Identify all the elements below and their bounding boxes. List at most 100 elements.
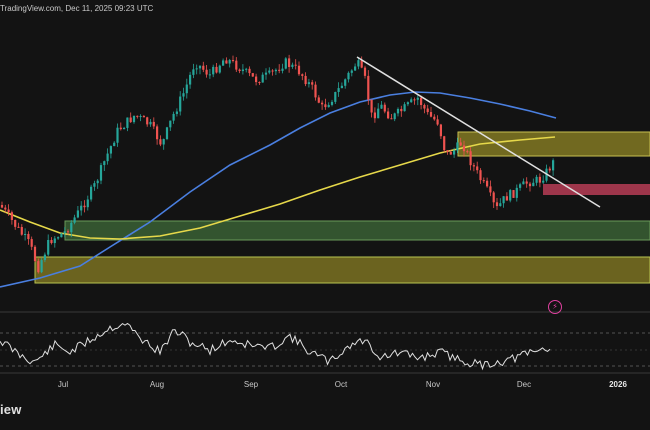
- candle-body: [489, 186, 492, 193]
- tradingview-logo: iew: [0, 402, 22, 417]
- x-axis-label-jul: Jul: [57, 380, 69, 389]
- candle-body: [60, 233, 63, 238]
- candle-body: [195, 68, 198, 70]
- candlestick-series: [0, 54, 555, 274]
- candle-body: [499, 203, 502, 207]
- candle-body: [446, 150, 449, 153]
- candle-body: [334, 91, 337, 102]
- candle-body: [476, 166, 479, 171]
- candle-body: [453, 150, 456, 155]
- candle-body: [99, 165, 103, 181]
- candle-body: [482, 180, 485, 182]
- candle-body: [129, 117, 132, 123]
- candle-body: [142, 116, 145, 118]
- candle-body: [552, 160, 555, 171]
- candle-body: [66, 231, 70, 233]
- candle-body: [479, 170, 482, 181]
- candle-body: [311, 82, 314, 85]
- candle-body: [70, 222, 73, 233]
- candle-body: [225, 60, 228, 64]
- candle-body: [406, 102, 409, 105]
- candle-body: [327, 104, 330, 108]
- candle-body: [4, 207, 7, 210]
- candle-body: [456, 142, 459, 151]
- candle-body: [136, 115, 139, 117]
- candle-body: [175, 111, 178, 114]
- candle-body: [212, 66, 215, 75]
- candle-body: [350, 70, 353, 73]
- candle-body: [80, 205, 83, 211]
- candle-body: [271, 70, 274, 72]
- candle-body: [387, 111, 390, 119]
- candle-body: [37, 261, 40, 273]
- candle-body: [373, 112, 376, 119]
- candle-body: [396, 108, 400, 114]
- candle-body: [505, 196, 508, 201]
- candle-body: [459, 142, 462, 146]
- candle-body: [159, 139, 162, 145]
- candle-body: [208, 74, 211, 76]
- candle-body: [426, 108, 429, 113]
- candle-body: [466, 151, 469, 153]
- candle-body: [314, 84, 317, 98]
- candle-body: [495, 202, 499, 207]
- candle-body: [17, 226, 20, 228]
- candle-body: [126, 117, 129, 128]
- candle-body: [245, 68, 248, 70]
- x-axis-label-nov: Nov: [425, 380, 441, 389]
- candle-body: [449, 152, 452, 155]
- candle-body: [492, 192, 495, 203]
- candle-body: [502, 196, 505, 204]
- candle-body: [205, 69, 208, 75]
- candle-body: [228, 60, 231, 64]
- candle-body: [542, 180, 545, 183]
- candle-body: [377, 108, 380, 119]
- candle-body: [304, 75, 307, 85]
- candle-body: [522, 181, 525, 185]
- candle-body: [400, 108, 403, 112]
- candle-body: [337, 88, 340, 92]
- candle-body: [423, 104, 426, 109]
- candle-body: [96, 180, 99, 184]
- candle-body: [47, 239, 50, 255]
- trendline: [356, 56, 601, 208]
- candle-body: [162, 139, 165, 145]
- candle-body: [535, 176, 538, 183]
- candle-body: [109, 146, 112, 154]
- candle-body: [27, 233, 30, 240]
- x-axis-label-dec: Dec: [516, 380, 532, 389]
- candle-body: [367, 75, 370, 100]
- candle-body: [330, 101, 334, 105]
- candle-body: [123, 127, 126, 130]
- candle-body: [103, 161, 106, 166]
- candle-body: [116, 127, 119, 143]
- candle-body: [363, 67, 367, 76]
- x-axis-label-oct: Oct: [334, 380, 348, 389]
- lightning-bolt-icon[interactable]: ⚡: [548, 300, 562, 314]
- candle-body: [436, 119, 439, 125]
- candle-body: [10, 212, 13, 220]
- candle-body: [360, 60, 363, 68]
- candle-body: [24, 233, 27, 235]
- candle-body: [462, 145, 466, 152]
- candle-body: [238, 69, 241, 72]
- candle-body: [410, 99, 413, 103]
- candle-body: [156, 126, 159, 140]
- candle-body: [509, 190, 512, 201]
- candle-body: [297, 65, 301, 75]
- candle-body: [354, 66, 357, 71]
- candle-body: [119, 127, 122, 130]
- candle-body: [30, 239, 33, 247]
- candle-body: [380, 104, 383, 109]
- candle-body: [268, 70, 271, 73]
- candle-body: [189, 74, 192, 85]
- candle-body: [538, 176, 541, 183]
- candle-body: [198, 65, 202, 69]
- candle-body: [20, 227, 23, 235]
- candle-body: [469, 151, 472, 166]
- ma-blue-line: [0, 91, 557, 288]
- descending-trendline: [356, 56, 601, 208]
- candle-body: [241, 69, 244, 72]
- candle-body: [429, 112, 433, 117]
